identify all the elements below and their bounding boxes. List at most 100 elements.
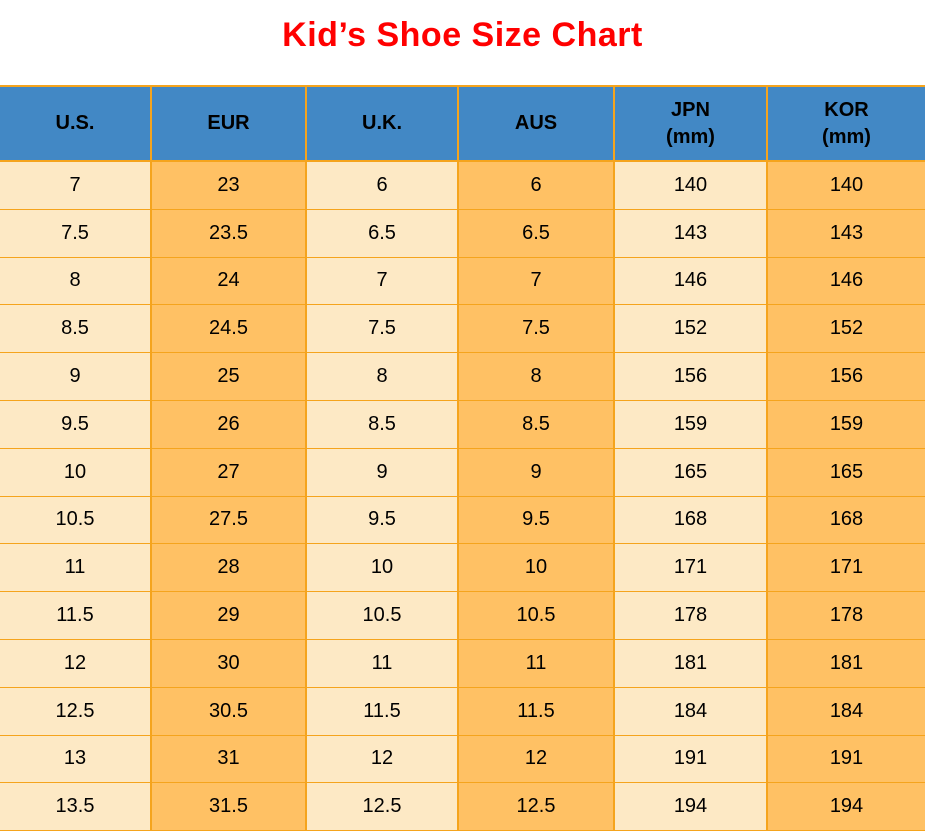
table-cell-eur: 30.5 xyxy=(150,686,307,736)
table-cell-uk: 8 xyxy=(305,352,459,401)
table-cell-eur: 27.5 xyxy=(150,495,307,545)
table-cell-eur: 25 xyxy=(150,352,307,401)
table-cell-aus: 9 xyxy=(457,447,615,497)
table-cell-uk: 12 xyxy=(305,734,459,784)
table-row: 11.5 29 10.5 10.5 178 178 xyxy=(0,591,925,640)
column-header-us: U.S. xyxy=(0,86,152,162)
column-header-aus: AUS xyxy=(457,86,615,162)
table-cell-jpn: 178 xyxy=(613,591,768,640)
table-cell-aus: 12 xyxy=(457,734,615,784)
column-header-label: EUR xyxy=(207,112,250,134)
table-cell-aus: 7.5 xyxy=(457,304,615,354)
table-cell-kor: 194 xyxy=(766,782,925,831)
table-cell-uk: 11 xyxy=(305,638,459,688)
table-cell-kor: 171 xyxy=(766,543,925,593)
table-row: 13 31 12 12 191 191 xyxy=(0,734,925,784)
table-cell-us: 9.5 xyxy=(0,399,152,449)
table-cell-us: 8 xyxy=(0,256,152,306)
table-row: 8 24 7 7 146 146 xyxy=(0,256,925,306)
table-header: U.S. EUR U.K. AUS JPN (mm) KOR (mm) xyxy=(0,86,925,162)
table-row: 9.5 26 8.5 8.5 159 159 xyxy=(0,399,925,449)
column-header-jpn: JPN (mm) xyxy=(613,86,768,162)
table-cell-eur: 24 xyxy=(150,256,307,306)
table-row: 10 27 9 9 165 165 xyxy=(0,447,925,497)
table-row: 7.5 23.5 6.5 6.5 143 143 xyxy=(0,208,925,258)
table-cell-aus: 9.5 xyxy=(457,495,615,545)
table-cell-eur: 24.5 xyxy=(150,304,307,354)
table-cell-aus: 7 xyxy=(457,256,615,306)
table-cell-jpn: 143 xyxy=(613,208,768,258)
table-body: 7 23 6 6 140 140 7.5 23.5 6.5 6.5 143 143 8 24 7 7 146 14… xyxy=(0,160,925,831)
table-cell-aus: 10 xyxy=(457,543,615,593)
table-cell-aus: 11.5 xyxy=(457,686,615,736)
column-header-unit: (mm) xyxy=(666,125,715,148)
table-cell-aus: 8 xyxy=(457,352,615,401)
table-cell-jpn: 171 xyxy=(613,543,768,593)
shoe-size-table: U.S. EUR U.K. AUS JPN (mm) KOR (mm) 7 23 6 6 140 140… xyxy=(0,85,925,831)
table-cell-kor: 143 xyxy=(766,208,925,258)
table-cell-jpn: 159 xyxy=(613,399,768,449)
table-cell-us: 10.5 xyxy=(0,495,152,545)
column-header-label: KOR xyxy=(824,98,869,121)
table-cell-uk: 11.5 xyxy=(305,686,459,736)
table-cell-jpn: 165 xyxy=(613,447,768,497)
table-cell-eur: 30 xyxy=(150,638,307,688)
table-cell-eur: 26 xyxy=(150,399,307,449)
table-cell-eur: 23.5 xyxy=(150,208,307,258)
table-cell-eur: 27 xyxy=(150,447,307,497)
table-cell-kor: 184 xyxy=(766,686,925,736)
table-cell-us: 12 xyxy=(0,638,152,688)
table-cell-jpn: 156 xyxy=(613,352,768,401)
table-cell-jpn: 168 xyxy=(613,495,768,545)
table-cell-jpn: 140 xyxy=(613,160,768,210)
table-cell-aus: 6 xyxy=(457,160,615,210)
table-cell-us: 11 xyxy=(0,543,152,593)
table-header-row: U.S. EUR U.K. AUS JPN (mm) KOR (mm) xyxy=(0,86,925,162)
table-row: 11 28 10 10 171 171 xyxy=(0,543,925,593)
table-cell-kor: 146 xyxy=(766,256,925,306)
column-header-label: U.K. xyxy=(362,112,402,134)
table-row: 12.5 30.5 11.5 11.5 184 184 xyxy=(0,686,925,736)
table-cell-aus: 10.5 xyxy=(457,591,615,640)
table-cell-kor: 156 xyxy=(766,352,925,401)
table-cell-jpn: 181 xyxy=(613,638,768,688)
table-cell-uk: 6 xyxy=(305,160,459,210)
table-cell-uk: 7.5 xyxy=(305,304,459,354)
table-cell-kor: 191 xyxy=(766,734,925,784)
table-cell-kor: 181 xyxy=(766,638,925,688)
table-cell-kor: 152 xyxy=(766,304,925,354)
table-cell-kor: 178 xyxy=(766,591,925,640)
table-cell-us: 7.5 xyxy=(0,208,152,258)
table-cell-eur: 23 xyxy=(150,160,307,210)
table-cell-kor: 159 xyxy=(766,399,925,449)
table-row: 7 23 6 6 140 140 xyxy=(0,160,925,210)
table-cell-kor: 165 xyxy=(766,447,925,497)
table-cell-uk: 12.5 xyxy=(305,782,459,831)
table-cell-aus: 6.5 xyxy=(457,208,615,258)
table-cell-aus: 8.5 xyxy=(457,399,615,449)
table-row: 9 25 8 8 156 156 xyxy=(0,352,925,401)
table-cell-us: 7 xyxy=(0,160,152,210)
table-cell-eur: 31 xyxy=(150,734,307,784)
table-cell-uk: 9.5 xyxy=(305,495,459,545)
table-row: 13.5 31.5 12.5 12.5 194 194 xyxy=(0,782,925,831)
table-row: 12 30 11 11 181 181 xyxy=(0,638,925,688)
table-cell-jpn: 152 xyxy=(613,304,768,354)
table-cell-us: 13.5 xyxy=(0,782,152,831)
table-cell-uk: 7 xyxy=(305,256,459,306)
table-cell-jpn: 191 xyxy=(613,734,768,784)
table-cell-us: 13 xyxy=(0,734,152,784)
column-header-eur: EUR xyxy=(150,86,307,162)
column-header-unit: (mm) xyxy=(822,125,871,148)
table-cell-uk: 10.5 xyxy=(305,591,459,640)
table-cell-jpn: 146 xyxy=(613,256,768,306)
table-cell-uk: 8.5 xyxy=(305,399,459,449)
table-cell-uk: 6.5 xyxy=(305,208,459,258)
table-cell-eur: 31.5 xyxy=(150,782,307,831)
table-cell-kor: 140 xyxy=(766,160,925,210)
table-cell-us: 8.5 xyxy=(0,304,152,354)
table-cell-aus: 12.5 xyxy=(457,782,615,831)
table-cell-kor: 168 xyxy=(766,495,925,545)
column-header-label: JPN xyxy=(671,98,710,121)
